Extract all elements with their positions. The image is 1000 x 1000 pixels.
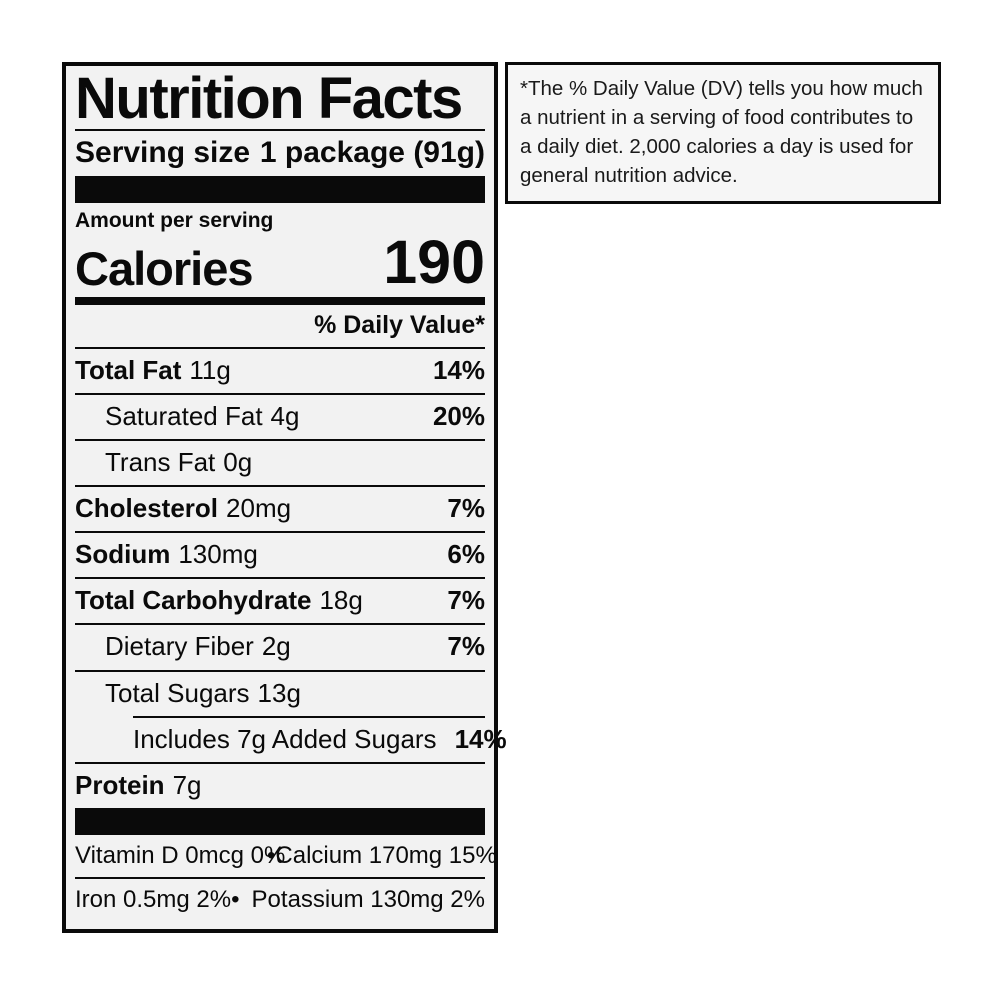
nutrient-row-total-sugars: Total Sugars 13g <box>75 672 485 716</box>
nutrient-name: Total Sugars <box>105 677 250 708</box>
calcium-value: Calcium 170mg 15% <box>275 841 497 869</box>
nutrient-amount: 13g <box>257 677 301 708</box>
nutrient-row-sodium: Sodium 130mg 6% <box>75 533 485 580</box>
nutrient-amount: 130mg <box>178 539 258 570</box>
calories-row: Calories 190 <box>75 227 485 296</box>
nutrient-name: Includes 7g Added Sugars <box>133 723 437 754</box>
nutrient-dv: 7% <box>447 631 485 662</box>
nutrient-amount: 18g <box>319 585 363 616</box>
nutrient-row-total-carbohydrate: Total Carbohydrate 18g 7% <box>75 579 485 626</box>
nutrition-facts-label: Nutrition Facts Serving size 1 package (… <box>62 62 507 933</box>
thick-separator-bar-bottom <box>75 807 485 835</box>
nutrient-name: Trans Fat <box>105 447 216 478</box>
nutrient-amount: 20mg <box>226 493 292 524</box>
thick-separator-bar-top <box>75 176 485 204</box>
calories-value: 190 <box>383 227 485 296</box>
nutrient-name: Cholesterol <box>75 493 219 524</box>
footnote-text: *The % Daily Value (DV) tells you how mu… <box>520 77 923 188</box>
nutrient-dv: 7% <box>447 585 485 616</box>
serving-size-row: Serving size 1 package (91g) <box>75 131 485 176</box>
nutrient-amount: 2g <box>261 631 291 662</box>
bullet-separator: • <box>267 841 276 869</box>
nutrient-name: Sodium <box>75 539 171 570</box>
serving-size-label: Serving size <box>75 136 251 170</box>
nutrient-dv: 14% <box>432 354 485 385</box>
daily-value-header: % Daily Value* <box>75 305 485 349</box>
nutrient-amount: 4g <box>270 400 300 431</box>
micronutrient-row-1: Vitamin D 0mcg 0% • Calcium 170mg 15% <box>75 835 497 879</box>
nutrient-dv: 7% <box>447 493 485 524</box>
micronutrient-row-2: Iron 0.5mg 2% • Potassium 130mg 2% <box>75 879 485 921</box>
indented-divider <box>133 715 485 718</box>
nutrient-row-cholesterol: Cholesterol 20mg 7% <box>75 487 485 534</box>
calories-label: Calories <box>75 242 253 296</box>
nutrient-amount: 7g <box>172 769 202 800</box>
nutrient-row-saturated-fat: Saturated Fat 4g 20% <box>75 395 485 442</box>
bullet-separator: • <box>231 885 240 913</box>
nutrient-name: Saturated Fat <box>105 400 263 431</box>
daily-value-footnote-box: *The % Daily Value (DV) tells you how mu… <box>505 62 941 205</box>
nutrient-name: Protein <box>75 769 165 800</box>
nutrient-name: Total Fat <box>75 354 182 385</box>
amount-per-serving-label: Amount per serving <box>75 209 274 233</box>
nutrient-amount: 11g <box>189 354 231 385</box>
nutrient-row-trans-fat: Trans Fat 0g <box>75 441 485 488</box>
vitamin-d-value: Vitamin D 0mcg 0% <box>75 841 286 869</box>
nutrient-amount: 0g <box>223 447 253 478</box>
nutrient-row-protein: Protein 7g <box>75 764 485 808</box>
nutrient-name: Dietary Fiber <box>105 631 254 662</box>
label-title: Nutrition Facts <box>75 66 463 131</box>
nutrient-dv: 20% <box>432 400 485 431</box>
title-divider <box>75 129 485 132</box>
nutrient-dv: 14% <box>454 723 507 754</box>
nutrient-row-total-fat: Total Fat 11g 14% <box>75 349 485 395</box>
iron-value: Iron 0.5mg 2% <box>75 885 232 913</box>
nutrient-dv: 6% <box>447 539 485 570</box>
serving-size-value: 1 package (91g) <box>259 136 485 170</box>
nutrient-name: Total Carbohydrate <box>75 585 312 616</box>
nutrient-row-added-sugars: Includes 7g Added Sugars 14% <box>75 718 507 764</box>
potassium-value: Potassium 130mg 2% <box>251 885 485 913</box>
medium-separator-bar <box>75 297 485 306</box>
nutrient-row-dietary-fiber: Dietary Fiber 2g 7% <box>75 625 485 672</box>
